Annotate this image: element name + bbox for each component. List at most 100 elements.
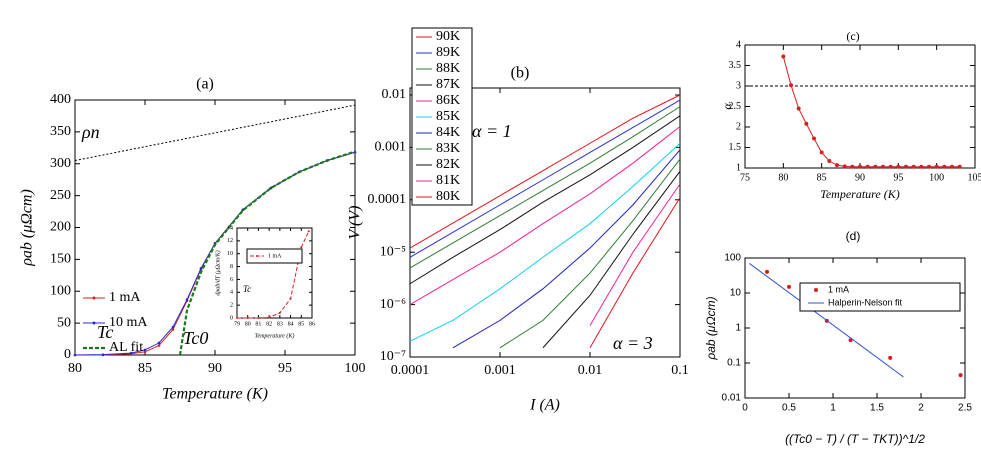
y-tick-label: 1.5 — [729, 142, 742, 153]
y-tick-label: 14 — [227, 225, 233, 231]
data-point — [246, 317, 249, 319]
series-line — [409, 126, 681, 306]
data-point — [919, 164, 924, 169]
series-line — [589, 183, 681, 326]
legend-marker — [814, 288, 818, 292]
y-axis-label: dρab/dT (μΩcm/K) — [214, 250, 221, 295]
y-tick-label: 200 — [50, 220, 71, 235]
x-tick-label: 100 — [345, 361, 366, 376]
y-tick-label: 0 — [230, 315, 233, 321]
legend-marker — [92, 321, 96, 325]
legend-label: 1 mA — [109, 290, 141, 305]
data-point — [157, 344, 161, 347]
data-point — [911, 164, 916, 169]
data-point — [888, 164, 893, 169]
data-point — [268, 316, 271, 319]
series-line — [749, 263, 904, 378]
data-point — [873, 164, 878, 169]
legend-label: 1 mA — [268, 253, 282, 259]
series-line — [409, 106, 681, 269]
legend-label: 82K — [436, 157, 460, 172]
x-tick-label: 2.5 — [958, 403, 972, 414]
chart-panel: 75 80 85 90 95 100 105 1 1.5 2 2.5 3 3.5 4 (c) Temperat… — [720, 29, 981, 201]
y-tick-label: 10 — [227, 251, 233, 257]
y-tick-label: 0.1 — [727, 358, 741, 369]
data-point — [765, 269, 769, 274]
data-point — [781, 54, 786, 59]
y-tick-label: 0.01 — [382, 87, 407, 102]
x-tick-label: 85 — [138, 361, 152, 376]
y-tick-label: 2 — [736, 121, 741, 132]
legend-label: 84K — [436, 125, 460, 140]
data-point — [171, 325, 175, 329]
legend-marker — [92, 296, 96, 300]
x-axis-label: Temperature (K) — [162, 386, 268, 403]
data-point — [927, 164, 931, 169]
x-tick-label: 0 — [742, 403, 748, 414]
chart-panel: 0.0001 0.001 0.01 0.1 0.01 0.001 0.0001 10⁻⁵ 10⁻… — [347, 27, 689, 414]
data-point — [957, 164, 962, 169]
y-tick-label: 300 — [50, 156, 71, 171]
legend-label: 81K — [436, 173, 460, 188]
data-point — [129, 351, 133, 355]
y-tick-label: 2 — [230, 303, 233, 309]
data-point — [101, 353, 105, 356]
chart-title: (c) — [846, 29, 859, 43]
x-tick-label: 80 — [778, 172, 788, 183]
series-line — [499, 158, 681, 349]
x-tick-label: 80 — [68, 361, 82, 376]
chart-panel: 0 0.5 1 1.5 2 2.5 0.01 0.1 1 10 100 (d) ((Tc0 − T) /… — [704, 229, 972, 446]
annotation: α = 1 — [472, 121, 512, 141]
y-tick-label: 150 — [50, 252, 71, 267]
y-tick-label: 100 — [50, 283, 71, 298]
y-tick-label: 12 — [227, 238, 233, 244]
x-tick-label: 90 — [208, 361, 222, 376]
series-line — [409, 142, 681, 342]
x-tick-label: 0.001 — [484, 363, 516, 378]
x-tick-label: 95 — [893, 172, 903, 183]
legend-label: 89K — [436, 45, 460, 60]
x-tick-label: 90 — [855, 172, 865, 183]
data-point — [835, 163, 839, 168]
x-tick-label: 0.5 — [782, 403, 796, 414]
y-tick-label: 10⁻⁶ — [380, 297, 406, 312]
data-point — [199, 267, 203, 270]
chart-title: (a) — [196, 76, 214, 93]
data-point — [804, 121, 809, 126]
x-tick-label: 86 — [309, 321, 315, 327]
plot-frame — [744, 257, 966, 399]
data-point — [819, 150, 824, 155]
annotation: α = 3 — [613, 333, 653, 353]
data-point — [143, 350, 147, 354]
x-tick-label: 1.5 — [870, 403, 884, 414]
series-line — [409, 115, 681, 285]
data-point — [796, 106, 801, 111]
y-tick-label: 4 — [230, 290, 233, 296]
x-tick-label: 75 — [740, 172, 750, 183]
chart-panel: 79 80 81 82 83 84 85 86 0 2 4 6 8 10 12 14 Temperature (… — [214, 225, 315, 339]
chart-title: (d) — [846, 229, 861, 243]
annotation: Tc — [243, 284, 251, 294]
x-tick-label: 83 — [277, 321, 283, 327]
data-point — [888, 355, 893, 360]
x-tick-label: 100 — [929, 172, 944, 183]
y-tick-label: 0.0001 — [368, 192, 407, 207]
data-point — [950, 164, 954, 169]
y-axis-label: ρab (μΩcm) — [704, 296, 718, 360]
x-tick-label: 105 — [968, 172, 981, 183]
x-axis-label: ((Tc0 − T) / (T − TKT))^1/2 — [785, 432, 925, 446]
legend-label: 86K — [436, 93, 460, 108]
data-point — [827, 159, 832, 164]
x-axis-label: I (A) — [529, 397, 560, 414]
data-point — [789, 83, 793, 88]
y-tick-label: 400 — [50, 92, 71, 107]
y-tick-label: 0.01 — [722, 393, 742, 404]
x-tick-label: 95 — [278, 361, 292, 376]
data-point — [881, 164, 885, 169]
annotation: Tc0 — [183, 328, 208, 348]
x-tick-label: 0.01 — [578, 363, 603, 378]
series-line — [409, 94, 681, 249]
plot-frame — [744, 44, 976, 169]
data-point — [842, 164, 847, 169]
